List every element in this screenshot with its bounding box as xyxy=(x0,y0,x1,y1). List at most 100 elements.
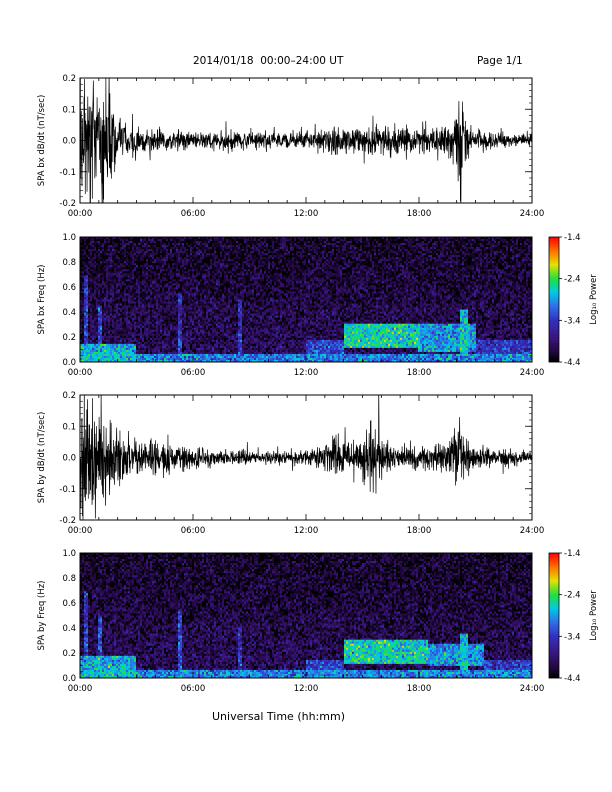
heatmap-cell xyxy=(224,341,227,345)
heatmap-cell xyxy=(158,309,161,312)
heatmap-cell xyxy=(104,343,107,347)
heatmap-cell xyxy=(82,283,85,286)
heatmap-cell xyxy=(118,339,121,343)
heatmap-cell xyxy=(112,297,115,300)
heatmap-cell xyxy=(132,271,135,274)
heatmap-cell xyxy=(138,291,141,294)
heatmap-cell xyxy=(114,289,117,292)
heatmap-cell xyxy=(168,269,171,272)
heatmap-cell xyxy=(120,317,123,320)
heatmap-cell xyxy=(124,339,127,343)
heatmap-cell xyxy=(160,269,163,272)
heatmap-cell xyxy=(196,309,199,312)
heatmap-cell xyxy=(224,337,227,341)
heatmap-cell xyxy=(84,311,87,314)
heatmap-cell xyxy=(118,295,121,298)
heatmap-cell xyxy=(90,355,93,359)
heatmap-cell xyxy=(108,309,111,312)
heatmap-cell xyxy=(126,279,129,282)
heatmap-cell xyxy=(108,267,111,270)
heatmap-cell xyxy=(164,297,167,300)
heatmap-cell xyxy=(222,335,225,339)
heatmap-cell xyxy=(82,353,85,357)
heatmap-cell xyxy=(214,327,217,331)
heatmap-cell xyxy=(208,257,211,260)
heatmap-cell xyxy=(218,249,221,252)
heatmap-cell xyxy=(152,257,155,260)
heatmap-cell xyxy=(224,305,227,308)
heatmap-cell xyxy=(226,341,229,345)
heatmap-cell xyxy=(186,247,189,250)
heatmap-cell xyxy=(102,291,105,294)
heatmap-cell xyxy=(168,275,171,278)
heatmap-cell xyxy=(86,239,89,242)
heatmap-cell xyxy=(128,253,131,256)
heatmap-cell xyxy=(196,357,199,361)
heatmap-cell xyxy=(222,299,225,302)
heatmap-cell xyxy=(90,269,93,272)
heatmap-cell xyxy=(166,357,169,361)
heatmap-cell xyxy=(126,257,129,260)
heatmap-cell xyxy=(104,253,107,256)
heatmap-cell xyxy=(120,335,123,339)
heatmap-cell xyxy=(106,341,109,345)
heatmap-cell xyxy=(212,301,215,304)
heatmap-cell xyxy=(94,313,97,316)
heatmap-cell xyxy=(218,303,221,306)
heatmap-cell xyxy=(218,317,221,320)
heatmap-cell xyxy=(142,309,145,312)
heatmap-cell xyxy=(200,307,203,310)
heatmap-cell xyxy=(200,265,203,268)
heatmap-cell xyxy=(216,269,219,272)
heatmap-cell xyxy=(182,283,185,286)
heatmap-cell xyxy=(220,249,223,252)
heatmap-cell xyxy=(226,327,229,331)
heatmap-cell xyxy=(100,329,103,333)
heatmap-cell xyxy=(186,277,189,280)
heatmap-cell xyxy=(232,329,235,333)
heatmap-cell xyxy=(214,309,217,312)
heatmap-cell xyxy=(196,305,199,308)
heatmap-cell xyxy=(170,239,173,242)
heatmap-cell xyxy=(180,277,183,280)
heatmap-cell xyxy=(86,299,89,302)
heatmap-cell xyxy=(120,345,123,349)
heatmap-cell xyxy=(230,259,233,262)
heatmap-cell xyxy=(230,253,233,256)
heatmap-cell xyxy=(132,351,135,355)
heatmap-cell xyxy=(178,251,181,254)
heatmap-cell xyxy=(188,255,191,258)
heatmap-cell xyxy=(196,303,199,306)
heatmap-cell xyxy=(210,341,213,345)
heatmap-cell xyxy=(120,351,123,355)
heatmap-cell xyxy=(148,321,151,324)
heatmap-cell xyxy=(192,323,195,327)
heatmap-cell xyxy=(112,313,115,316)
heatmap-cell xyxy=(138,303,141,306)
heatmap-cell xyxy=(118,359,121,363)
heatmap-cell xyxy=(104,345,107,349)
heatmap-cell xyxy=(226,277,229,280)
heatmap-cell xyxy=(216,317,219,320)
heatmap-cell xyxy=(130,311,133,314)
heatmap-cell xyxy=(152,245,155,248)
heatmap-cell xyxy=(142,289,145,292)
heatmap-cell xyxy=(102,289,105,292)
heatmap-cell xyxy=(92,333,95,337)
heatmap-cell xyxy=(220,307,223,310)
heatmap-cell xyxy=(210,267,213,270)
heatmap-cell xyxy=(158,337,161,341)
heatmap-cell xyxy=(138,335,141,339)
heatmap-cell xyxy=(218,351,221,355)
heatmap-cell xyxy=(186,273,189,276)
heatmap-cell xyxy=(152,349,155,353)
heatmap-cell xyxy=(104,323,107,327)
heatmap-cell xyxy=(226,329,229,333)
heatmap-cell xyxy=(166,299,169,302)
heatmap-cell xyxy=(204,293,207,296)
heatmap-cell xyxy=(132,307,135,310)
heatmap-cell xyxy=(128,289,131,292)
heatmap-cell xyxy=(194,259,197,262)
heatmap-cell xyxy=(160,281,163,284)
heatmap-cell xyxy=(96,279,99,282)
